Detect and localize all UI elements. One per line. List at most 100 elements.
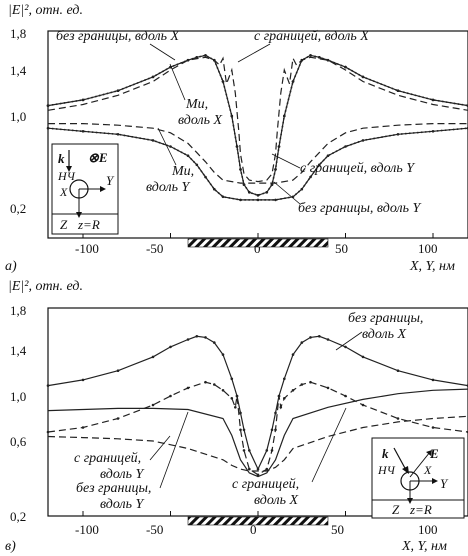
series-point [300, 187, 304, 191]
panel-b-xtick-label: -100 [75, 522, 99, 537]
series-point [291, 353, 295, 356]
series-point [204, 54, 207, 57]
panel-a-ytick-label: 0,2 [10, 201, 26, 216]
panel-a-label: а) [5, 259, 17, 274]
series-point [46, 104, 50, 107]
panel-a-ytick-label: 1,0 [10, 109, 26, 124]
annotation-leader [149, 435, 171, 461]
inset-z-arrowhead [407, 498, 413, 504]
series-point [239, 411, 242, 415]
series-point [265, 449, 269, 452]
series-point [361, 139, 365, 142]
annotation-leader [169, 63, 186, 101]
series-point [213, 341, 216, 344]
annotation-leader [157, 127, 177, 166]
series-point [309, 54, 312, 57]
series-point [221, 195, 225, 199]
panel-a-x-ticks: -100 -50 0 50 100 [75, 241, 438, 256]
annotation-mie-x-line1: Ми, [185, 97, 208, 112]
series-point [213, 58, 216, 62]
series-point [213, 187, 216, 191]
annotation-leader [149, 43, 176, 61]
series-point [270, 183, 274, 186]
panel-a-ylabel: |E|², отн. ед. [8, 3, 83, 18]
panel-a-y-ticks: 1,8 1,4 1,0 0,2 [10, 26, 27, 216]
series-point [230, 114, 234, 118]
series-point [265, 467, 269, 471]
series-point [221, 353, 225, 356]
series-point [291, 80, 295, 83]
series-point [344, 345, 347, 349]
series-point [81, 426, 85, 429]
series-point [195, 335, 199, 338]
series-point [46, 430, 50, 434]
series-point [186, 154, 190, 157]
annotation-no-boundary-y: без границы, вдоль Y [76, 481, 155, 512]
annotation-no-boundary-x: без границы, вдоль X [56, 29, 179, 44]
series-point [195, 56, 199, 59]
series-point [116, 89, 120, 92]
series-point [186, 58, 190, 62]
panel-a-inset: k ⊗E НЧ X Y Z z=R [51, 143, 119, 235]
series-point [318, 163, 321, 167]
series-point [396, 133, 400, 136]
annotation-no-boundary-x: без границы, вдоль X [348, 311, 427, 342]
series-point [396, 417, 400, 420]
series-point [230, 397, 234, 400]
series-point [326, 338, 330, 341]
series-point [344, 65, 347, 69]
panel-b-inset: k E НЧ X Y Z z=R [371, 437, 465, 519]
series-point [169, 394, 172, 398]
panel-b-xtick-label: -50 [146, 522, 163, 537]
series-point [235, 145, 239, 148]
inset-k-label: k [382, 446, 389, 461]
series-point [169, 345, 172, 349]
series-point [431, 378, 435, 382]
series-point [116, 417, 120, 420]
series-point [283, 377, 286, 381]
series-point [361, 75, 365, 79]
series-point [46, 126, 50, 130]
series-point [344, 145, 347, 148]
annotation-with-boundary-y-line1: с границей, [74, 451, 141, 466]
series-point [309, 336, 312, 339]
inset-z-label: Z [60, 217, 68, 232]
inset-x-label: X [423, 463, 432, 477]
series-point [256, 198, 260, 202]
series-point [116, 369, 120, 373]
series-point [235, 394, 239, 398]
series-point [204, 380, 207, 384]
inset-y-label: Y [440, 476, 449, 491]
series-point [431, 426, 435, 429]
series-point [248, 467, 251, 471]
panel-a: |E|², отн. ед. 1,8 1,4 1,0 0,2 -100 -50 … [5, 3, 468, 274]
panel-b-ytick-label: 1,8 [10, 303, 26, 318]
series-point [279, 406, 283, 409]
annotation-with-boundary-x-line1: с границей, [232, 477, 299, 492]
panel-b-y-ticks: 1,8 1,4 1,0 0,6 0,2 [10, 303, 27, 524]
panel-a-xtick-label: 0 [254, 241, 261, 256]
panel-b-ytick-label: 0,2 [10, 509, 26, 524]
series-line-6 [47, 127, 468, 201]
panel-b-particle-hatch [187, 516, 329, 526]
inset-z-label: Z [392, 502, 400, 517]
annotation-no-boundary-x-line1: без границы, [348, 311, 423, 326]
inset-e-label: ⊗E [88, 150, 108, 165]
series-point [151, 355, 155, 359]
series-point [81, 130, 85, 133]
series-point [256, 473, 260, 477]
annotation-no-boundary-x-line2: вдоль X [362, 327, 407, 342]
panel-a-particle-hatch [187, 238, 329, 248]
series-point [270, 428, 274, 432]
series-point [431, 98, 435, 102]
annotation-with-boundary-x: с границей, вдоль X [232, 477, 303, 508]
annotation-leader [335, 331, 363, 351]
inset-k-label: k [58, 151, 65, 166]
series-point [204, 336, 207, 339]
series-point [300, 341, 304, 344]
series-point [274, 411, 277, 415]
annotation-mie-y-line1: Ми, [171, 164, 194, 179]
panel-a-ytick-label: 1,4 [10, 63, 27, 78]
inset-e-label: E [429, 446, 439, 461]
inset-plane-label: z=R [409, 502, 432, 517]
